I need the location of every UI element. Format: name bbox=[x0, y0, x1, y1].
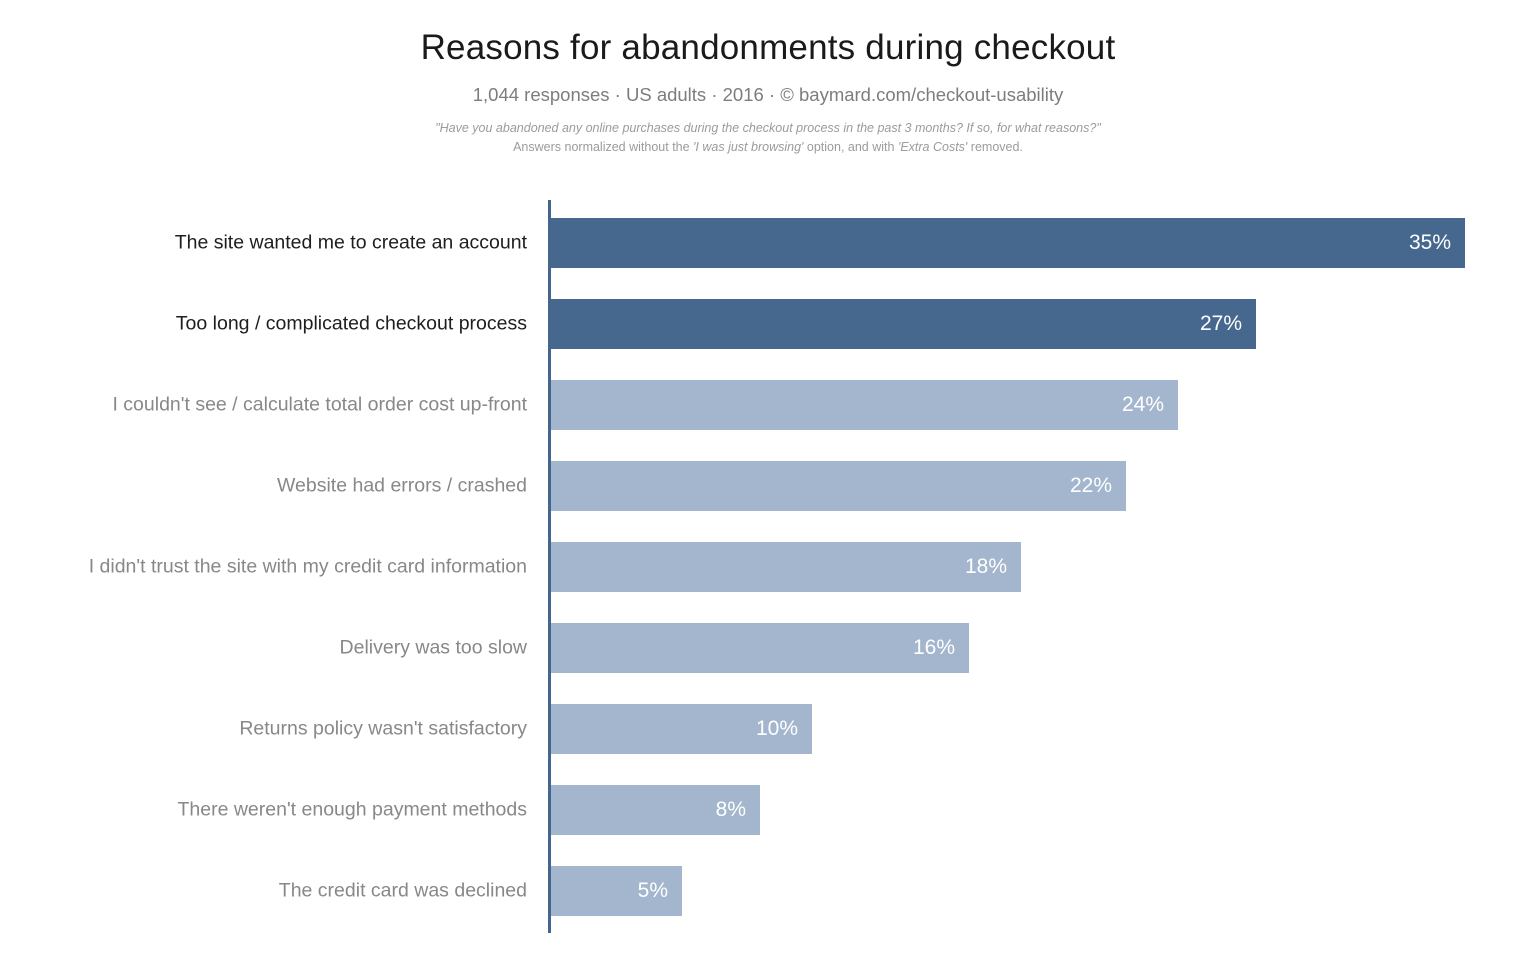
bar: 24% bbox=[551, 379, 1178, 430]
bar-chart: The site wanted me to create an account 3… bbox=[89, 200, 1536, 933]
category-label: The credit card was declined bbox=[278, 879, 527, 901]
bar-value-label: 35% bbox=[1408, 231, 1451, 254]
bar-row: The site wanted me to create an account 3… bbox=[175, 202, 1536, 283]
bar-row: Website had errors / crashed 22% bbox=[277, 445, 1536, 526]
bar-value-label: 5% bbox=[637, 879, 668, 902]
survey-question-note: "Have you abandoned any online purchases… bbox=[435, 121, 1101, 135]
chart-title: Reasons for abandonments during checkout bbox=[420, 28, 1116, 67]
bar-row: I didn't trust the site with my credit c… bbox=[89, 526, 1536, 607]
y-axis-line bbox=[548, 200, 551, 933]
bar-value-label: 22% bbox=[1069, 474, 1112, 497]
category-label: I didn't trust the site with my credit c… bbox=[88, 555, 527, 577]
bar-row: Too long / complicated checkout process 2… bbox=[176, 283, 1536, 364]
bar: 35% bbox=[551, 217, 1465, 268]
bar: 16% bbox=[551, 622, 969, 673]
bar-row: There weren't enough payment methods 8% bbox=[177, 769, 1536, 850]
bar: 27% bbox=[551, 298, 1256, 349]
bar-value-label: 8% bbox=[715, 798, 746, 821]
bar: 5% bbox=[551, 865, 682, 916]
category-label: Too long / complicated checkout process bbox=[175, 312, 527, 334]
bar: 10% bbox=[551, 703, 812, 754]
note-text-segment: removed. bbox=[967, 139, 1023, 154]
bar-value-label: 27% bbox=[1199, 312, 1242, 335]
category-label: I couldn't see / calculate total order c… bbox=[112, 393, 527, 415]
bar-row: I couldn't see / calculate total order c… bbox=[112, 364, 1536, 445]
bar: 8% bbox=[551, 784, 760, 835]
category-label: There weren't enough payment methods bbox=[177, 798, 527, 820]
bar: 18% bbox=[551, 541, 1021, 592]
bar-row: Returns policy wasn't satisfactory 10% bbox=[239, 688, 1536, 769]
bar-row: The credit card was declined 5% bbox=[279, 850, 1536, 931]
note-italic-segment: 'Extra Costs' bbox=[897, 139, 968, 154]
category-label: Website had errors / crashed bbox=[276, 474, 527, 496]
chart-notes: "Have you abandoned any online purchases… bbox=[0, 119, 1536, 157]
note-text-segment: option, and with bbox=[803, 139, 898, 154]
bar-value-label: 24% bbox=[1121, 393, 1164, 416]
category-label: The site wanted me to create an account bbox=[174, 231, 527, 253]
chart-subtitle: 1,044 responses · US adults · 2016 · © b… bbox=[472, 84, 1064, 105]
bar-row: Delivery was too slow 16% bbox=[340, 607, 1536, 688]
note-text-segment: Answers normalized without the bbox=[513, 139, 694, 154]
category-label: Delivery was too slow bbox=[339, 636, 527, 658]
note-italic-segment: 'I was just browsing' bbox=[693, 139, 804, 154]
chart-header: Reasons for abandonments during checkout… bbox=[0, 0, 1536, 157]
bar-value-label: 10% bbox=[755, 717, 798, 740]
bar: 22% bbox=[551, 460, 1126, 511]
normalization-note: Answers normalized without the 'I was ju… bbox=[0, 138, 1536, 157]
bar-value-label: 16% bbox=[912, 636, 955, 659]
bar-value-label: 18% bbox=[964, 555, 1007, 578]
bar-rows: The site wanted me to create an account 3… bbox=[89, 202, 1536, 931]
category-label: Returns policy wasn't satisfactory bbox=[239, 717, 527, 739]
